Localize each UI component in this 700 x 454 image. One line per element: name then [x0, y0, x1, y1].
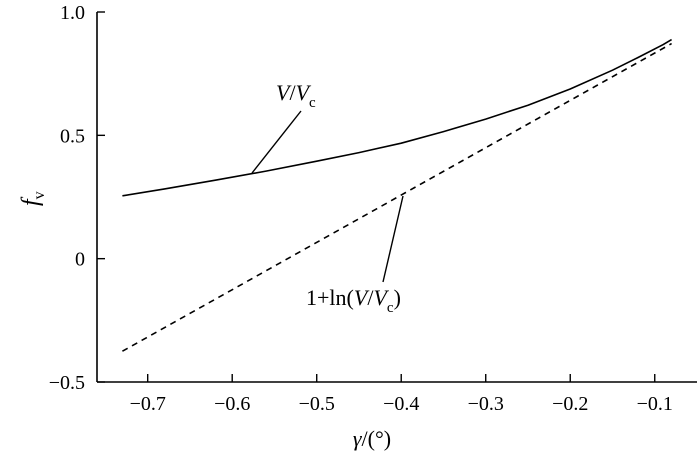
x-ticks: −0.7 −0.6 −0.5 −0.4 −0.3 −0.2 −0.1	[130, 374, 673, 415]
x-axis-label: γ/(°)	[353, 426, 391, 451]
x-tick-label: −0.7	[130, 393, 166, 415]
x-tick-label: −0.3	[468, 393, 504, 415]
x-tick-label: −0.6	[214, 393, 250, 415]
y-axis-label: fv	[18, 191, 48, 206]
annotation-1-leader	[251, 110, 302, 174]
annotation-2-leader	[382, 195, 404, 283]
x-tick-label: −0.1	[637, 393, 673, 415]
x-tick-label: −0.5	[299, 393, 335, 415]
y-tick-label: −0.5	[49, 372, 85, 394]
y-tick-label: 0.5	[60, 125, 85, 147]
x-tick-label: −0.4	[383, 393, 419, 415]
series-layer	[122, 38, 673, 352]
annotation-1-label: V/Vc	[276, 80, 316, 111]
x-tick-label: −0.2	[552, 393, 588, 415]
y-tick-label: 1.0	[60, 2, 85, 24]
series-line-2	[122, 42, 672, 352]
annotation-1: V/Vc	[251, 80, 316, 174]
y-tick-label: 0	[75, 249, 85, 271]
y-ticks: −0.5 0 0.5 1.0	[49, 2, 105, 394]
annotation-2-label: 1+ln(V/Vc)	[306, 285, 401, 316]
series-line-1	[122, 38, 673, 197]
annotation-2: 1+ln(V/Vc)	[306, 195, 404, 316]
